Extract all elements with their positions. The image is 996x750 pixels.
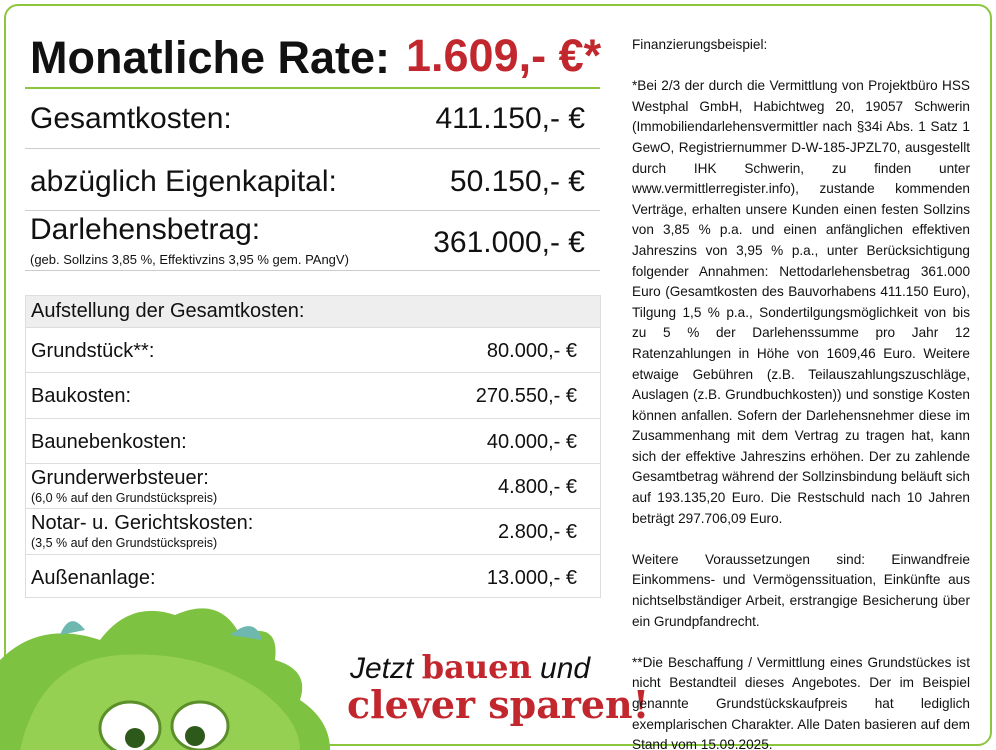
table-row: Grundstück**: 80.000,- €	[26, 327, 600, 372]
row-value: 270.550,- €	[475, 385, 577, 408]
headline-label: Monatliche Rate:	[30, 32, 391, 83]
divider	[25, 87, 600, 89]
summary-note: (geb. Sollzins 3,85 %, Effektivzins 3,95…	[30, 252, 349, 267]
row-value: 40.000,- €	[486, 430, 577, 453]
table-row: Grunderwerbsteuer: (6,0 % auf den Grundst…	[26, 462, 600, 508]
row-label: Grundstück**:	[31, 340, 155, 362]
disclaimer-title: Finanzierungsbeispiel:	[632, 37, 768, 52]
separator	[25, 148, 600, 149]
slogan-text: und	[540, 652, 591, 685]
row-label: Außenanlage:	[31, 566, 156, 589]
row-label: Notar- u. Gerichtskosten:	[31, 512, 254, 535]
slogan-line2: clever sparen!	[347, 682, 650, 727]
row-note: (3,5 % auf den Grundstückspreis)	[31, 536, 218, 551]
row-value: 13.000,- €	[486, 566, 577, 589]
row-note: (6,0 % auf den Grundstückspreis)	[31, 490, 218, 505]
summary-label: Darlehensbetrag:	[30, 213, 261, 246]
separator	[25, 210, 600, 211]
row-label: Baunebenkosten:	[31, 430, 187, 453]
row-value: 80.000,- €	[486, 340, 577, 362]
table-row: Baunebenkosten: 40.000,- €	[26, 417, 600, 463]
disclaimer-paragraph: **Die Beschaffung / Vermittlung eines Gr…	[632, 654, 970, 750]
row-label: Baukosten:	[31, 385, 132, 408]
cost-table: Aufstellung der Gesamtkosten: Grundstück…	[25, 295, 601, 598]
summary-label: abzüglich Eigenkapital:	[30, 165, 337, 198]
slogan-text: Jetzt	[350, 652, 414, 685]
mascot	[0, 608, 330, 750]
headline-value: 1.609,- €*	[406, 30, 602, 81]
table-row: Notar- u. Gerichtskosten: (3,5 % auf den …	[26, 508, 600, 553]
disclaimer-paragraph: *Bei 2/3 der durch die Vermittlung von P…	[632, 78, 970, 526]
row-label: Grunderwerbsteuer:	[31, 466, 209, 489]
disclaimer-body: *Bei 2/3 der durch die Vermittlung von P…	[632, 76, 970, 750]
table-row: Außenanlage: 13.000,- €	[26, 553, 600, 599]
disclaimer: Finanzierungsbeispiel: *Bei 2/3 der durc…	[632, 35, 970, 750]
row-value: 2.800,- €	[498, 521, 577, 544]
table-row: Baukosten: 270.550,- €	[26, 372, 600, 417]
separator	[25, 270, 600, 271]
frame	[4, 4, 992, 746]
row-value: 4.800,- €	[498, 475, 577, 498]
disclaimer-paragraph: Weitere Voraussetzungen sind: Einwandfre…	[632, 551, 970, 629]
summary-value: 361.000,- €	[433, 226, 585, 259]
summary-value: 50.150,- €	[449, 165, 585, 198]
summary-label: Gesamtkosten:	[30, 102, 232, 135]
slogan-emphasis: bauen	[421, 648, 532, 686]
slogan-line1: Jetzt bauen und	[350, 648, 590, 686]
summary-value: 411.150,- €	[435, 102, 585, 135]
table-title: Aufstellung der Gesamtkosten:	[26, 296, 600, 327]
